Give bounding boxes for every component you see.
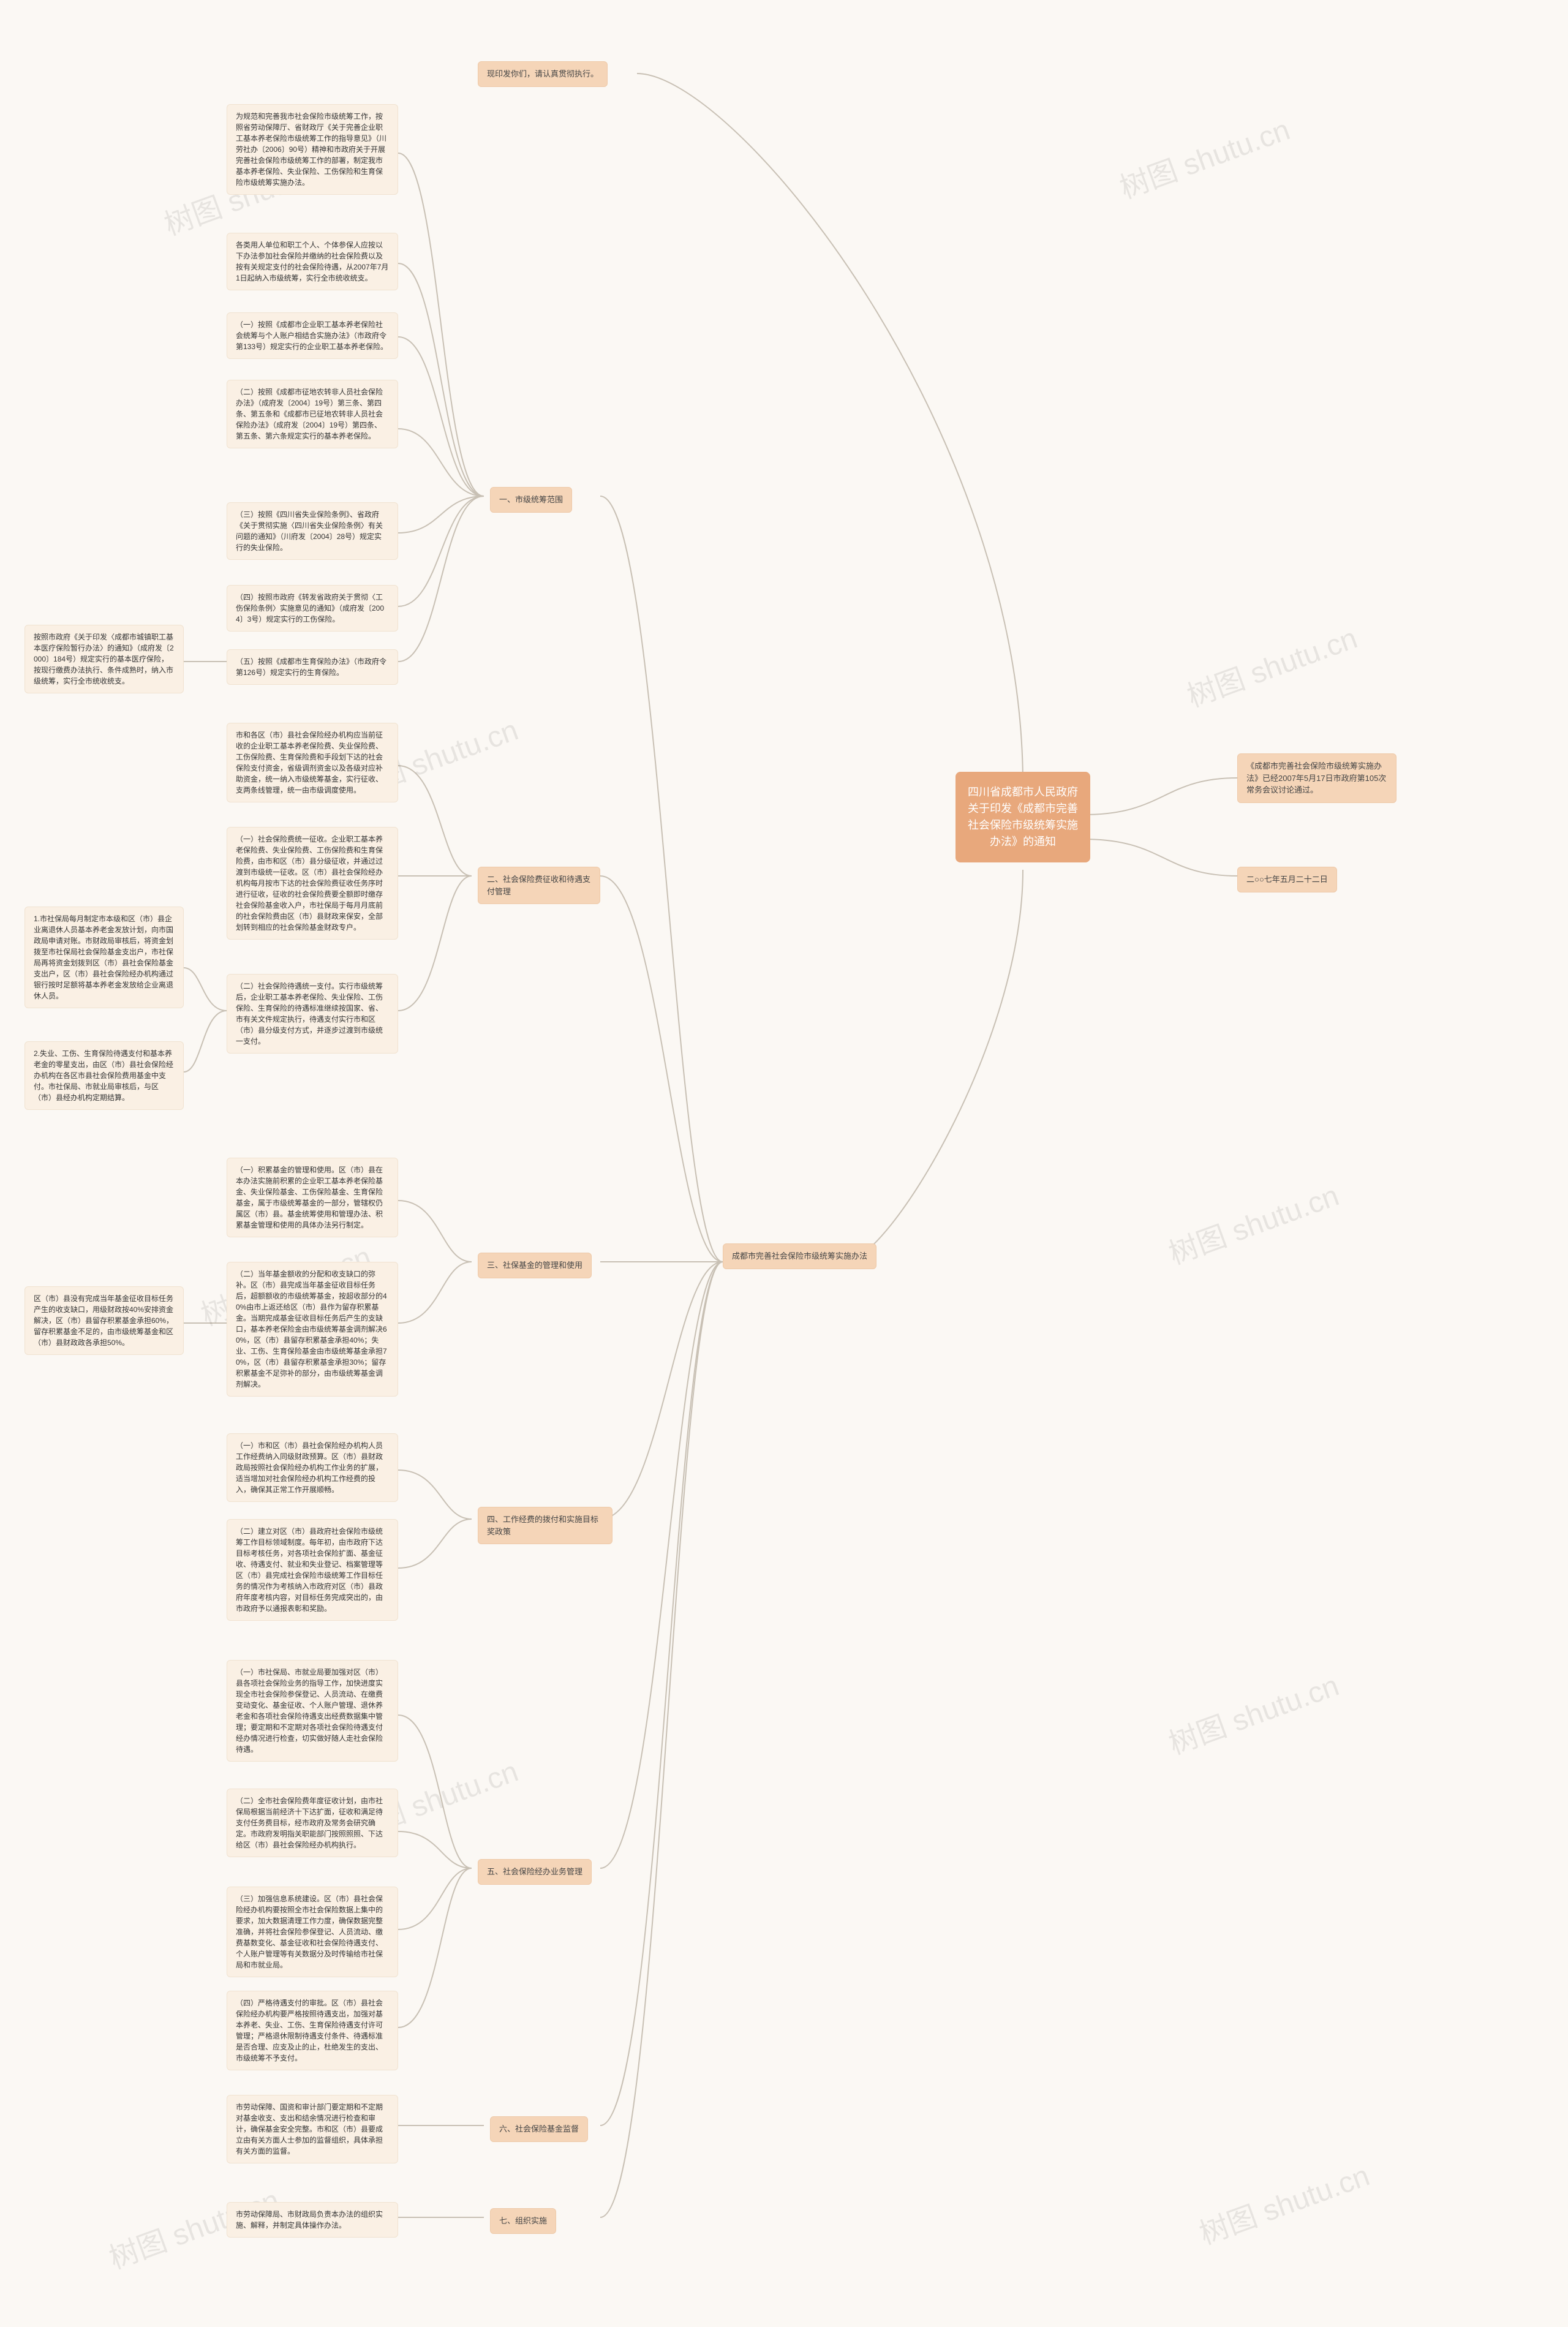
s2-c2-sub2[interactable]: 2.失业、工伤、生育保险待遇支付和基本养老金的零星支出，由区（市）县社会保险经办… — [24, 1041, 184, 1110]
s5-c2[interactable]: （二）全市社会保险费年度征收计划，由市社保局根据当前经济十下达扩面，征收和满足待… — [227, 1789, 398, 1857]
section-1[interactable]: 一、市级统筹范围 — [490, 487, 572, 513]
top-text-node[interactable]: 现印发你们，请认真贯彻执行。 — [478, 61, 608, 87]
s3-c2-sub[interactable]: 区（市）县没有完成当年基金征收目标任务产生的收支缺口，用级财政按40%安排资金解… — [24, 1286, 184, 1355]
s1-c4[interactable]: （四）按照市政府《转发省政府关于贯彻〈工伤保险条例〉实施意见的通知》（成府发〔2… — [227, 585, 398, 632]
right-node-date[interactable]: 二○○七年五月二十二日 — [1237, 867, 1337, 892]
s2-c0[interactable]: 市和各区（市）县社会保险经办机构应当前征收的企业职工基本养老保险费、失业保险费、… — [227, 723, 398, 802]
s1-c5[interactable]: （五）按照《成都市生育保险办法》（市政府令第126号）规定实行的生育保险。 — [227, 649, 398, 685]
s1-extra[interactable]: 按照市政府《关于印发〈成都市城镇职工基本医疗保险暂行办法〉的通知》（成府发〔20… — [24, 625, 184, 693]
watermark: 树图 shutu.cn — [1193, 2151, 1374, 2252]
s6-text[interactable]: 市劳动保障、国资和审计部门要定期和不定期对基金收支、支出和结余情况进行检查和审计… — [227, 2095, 398, 2163]
section-3[interactable]: 三、社保基金的管理和使用 — [478, 1253, 592, 1278]
s1-intro[interactable]: 为规范和完善我市社会保险市级统筹工作，按照省劳动保障厅、省财政厅《关于完善企业职… — [227, 104, 398, 195]
s3-c1[interactable]: （一）积累基金的管理和使用。区（市）县在本办法实施前积累的企业职工基本养老保险基… — [227, 1158, 398, 1237]
s7-text[interactable]: 市劳动保障局、市财政局负责本办法的组织实施、解释，并制定具体操作办法。 — [227, 2202, 398, 2238]
section-2[interactable]: 二、社会保险费征收和待遇支付管理 — [478, 867, 600, 904]
s1-c1[interactable]: （一）按照《成都市企业职工基本养老保险社会统筹与个人账户相结合实施办法》（市政府… — [227, 312, 398, 359]
s2-c1[interactable]: （一）社会保险费统一征收。企业职工基本养老保险费、失业保险费、工伤保险费和生育保… — [227, 827, 398, 940]
section-4[interactable]: 四、工作经费的拨付和实施目标奖政策 — [478, 1507, 612, 1544]
main-branch-node[interactable]: 成都市完善社会保险市级统筹实施办法 — [723, 1243, 876, 1269]
section-5[interactable]: 五、社会保险经办业务管理 — [478, 1859, 592, 1885]
s5-c4[interactable]: （四）严格待遇支付的审批。区（市）县社会保险经办机构要严格按照待遇支出，加强对基… — [227, 1991, 398, 2070]
s3-c2[interactable]: （二）当年基金额收的分配和收支缺口的弥补。区（市）县完成当年基金征收目标任务后，… — [227, 1262, 398, 1397]
s4-c1[interactable]: （一）市和区（市）县社会保险经办机构人员工作经费纳入同级财政预算。区（市）县财政… — [227, 1433, 398, 1502]
watermark: 树图 shutu.cn — [1162, 1171, 1344, 1272]
s2-c2[interactable]: （二）社会保险待遇统一支付。实行市级统筹后，企业职工基本养老保险、失业保险、工伤… — [227, 974, 398, 1054]
central-node[interactable]: 四川省成都市人民政府关于印发《成都市完善社会保险市级统筹实施办法》的通知 — [956, 772, 1090, 862]
section-6[interactable]: 六、社会保险基金监督 — [490, 2116, 588, 2142]
watermark: 树图 shutu.cn — [1162, 1661, 1344, 1762]
s1-c3[interactable]: （三）按照《四川省失业保险条例》、省政府《关于贯彻实施〈四川省失业保险条例〉有关… — [227, 502, 398, 560]
right-node-approval[interactable]: 《成都市完善社会保险市级统筹实施办法》已经2007年5月17日市政府第105次常… — [1237, 753, 1396, 803]
s4-c2[interactable]: （二）建立对区（市）县政府社会保险市级统筹工作目标领域制度。每年初，由市政府下达… — [227, 1519, 398, 1621]
s2-c2-sub1[interactable]: 1.市社保局每月制定市本级和区（市）县企业离退休人员基本养老金发放计划，向市国政… — [24, 907, 184, 1008]
s1-c2[interactable]: （二）按照《成都市征地农转非人员社会保险办法》（成府发〔2004〕19号）第三条… — [227, 380, 398, 448]
section-7[interactable]: 七、组织实施 — [490, 2208, 556, 2234]
watermark: 树图 shutu.cn — [1113, 105, 1295, 206]
s1-c0[interactable]: 各类用人单位和职工个人、个体参保人应按以下办法参加社会保险并缴纳的社会保险费以及… — [227, 233, 398, 290]
s5-c3[interactable]: （三）加强信息系统建设。区（市）县社会保险经办机构要按照全市社会保险数据上集中的… — [227, 1887, 398, 1977]
watermark: 树图 shutu.cn — [1180, 614, 1362, 715]
s5-c1[interactable]: （一）市社保局、市就业局要加强对区（市）县各项社会保险业务的指导工作，加快进度实… — [227, 1660, 398, 1762]
